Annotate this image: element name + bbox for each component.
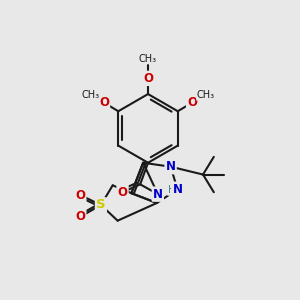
Text: CH₃: CH₃ [139, 54, 157, 64]
Text: S: S [96, 199, 106, 212]
Text: O: O [118, 186, 128, 199]
Text: H: H [168, 185, 176, 195]
Text: N: N [153, 188, 163, 201]
Text: CH₃: CH₃ [196, 90, 215, 100]
Text: O: O [187, 96, 197, 109]
Text: O: O [99, 96, 109, 109]
Text: O: O [143, 72, 153, 85]
Text: CH₃: CH₃ [81, 90, 99, 100]
Text: N: N [166, 160, 176, 173]
Text: O: O [75, 189, 85, 202]
Text: O: O [75, 210, 85, 223]
Text: N: N [172, 183, 182, 196]
